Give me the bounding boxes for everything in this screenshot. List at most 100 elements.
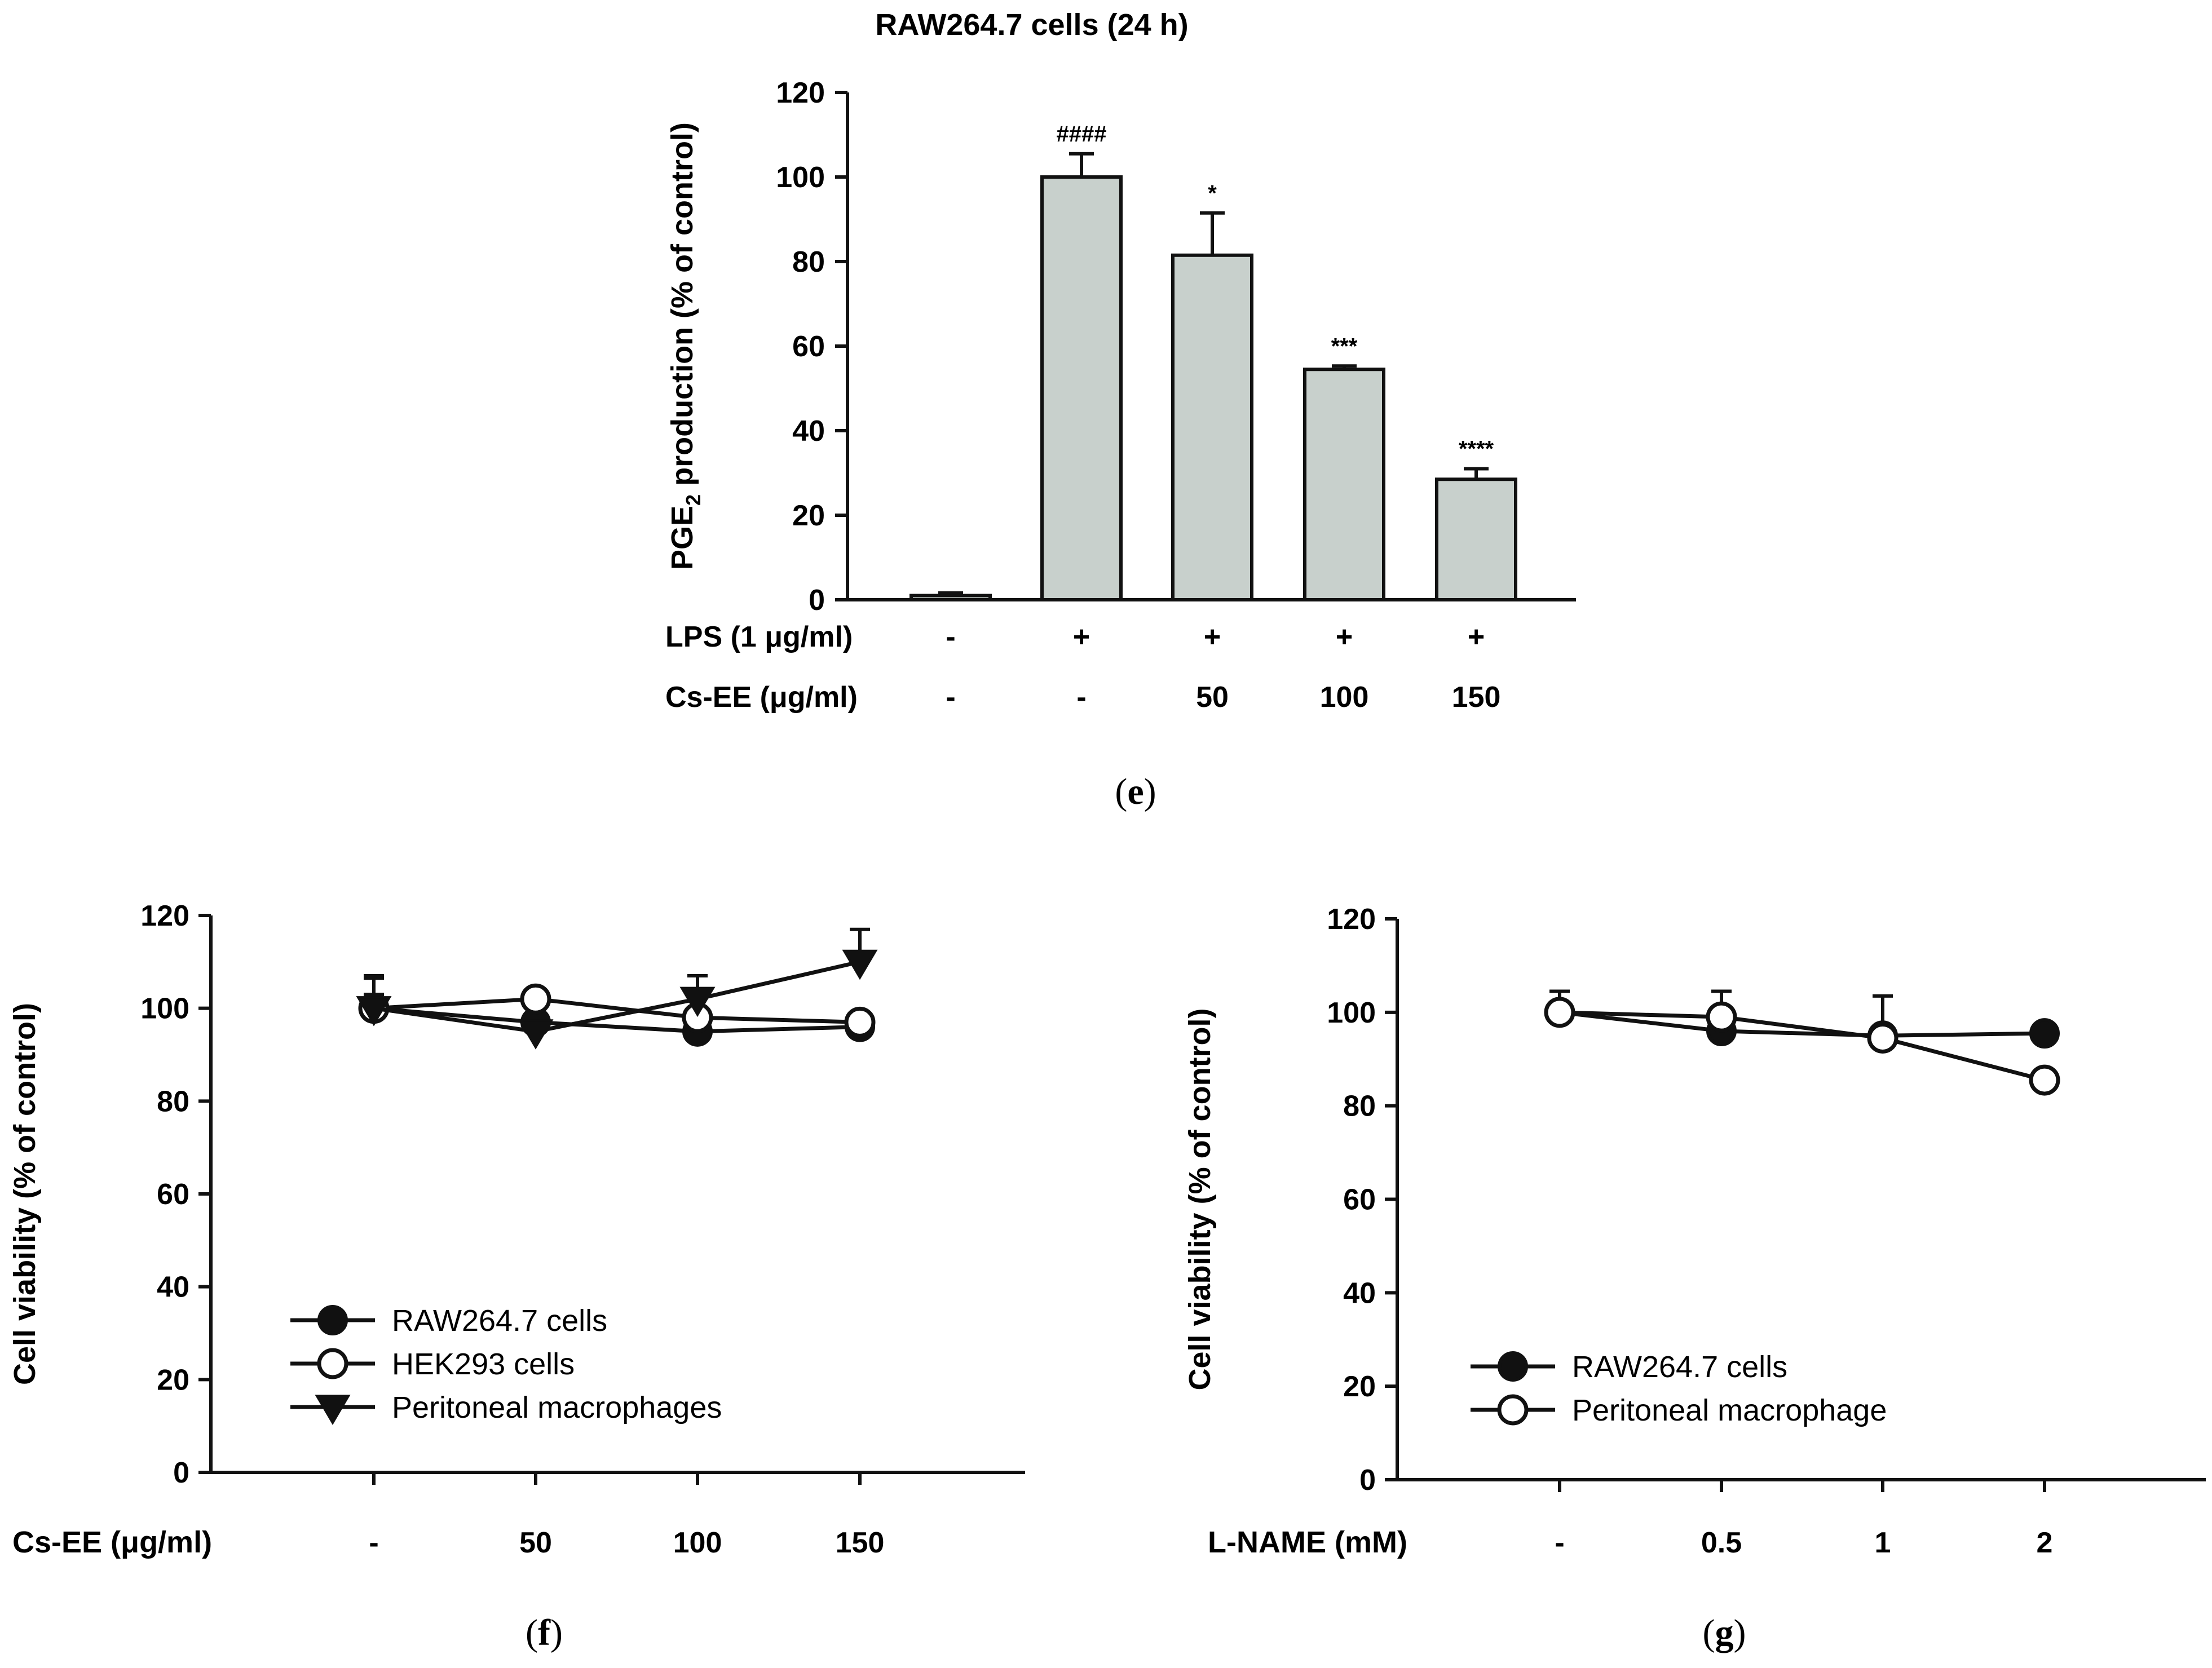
bar [1171,253,1253,601]
panel-label-paren: ) [1144,771,1156,812]
y-tick-label: 100 [1327,997,1376,1029]
x-tick-label: 100 [673,1527,722,1559]
series-0 [1544,997,2060,1051]
y-tick-label: 80 [157,1085,189,1118]
y-tick-label: 60 [1343,1184,1376,1216]
y-tick-label: 40 [157,1271,189,1304]
y-tick-label: 0 [1359,1464,1376,1497]
y-tick-label: 20 [157,1364,189,1396]
data-point [356,996,392,1027]
treatment-value: + [1204,621,1221,653]
panel-label-paren: ) [1734,1612,1746,1653]
y-axis-label: Cell viability (% of control) [8,1003,42,1385]
x-tick-label: - [369,1527,378,1559]
y-tick-label: 60 [157,1178,189,1211]
significance-label: * [1208,181,1217,206]
data-point [2029,1018,2060,1049]
panel-label: (g) [1703,1612,1746,1653]
legend-label: HEK293 cells [392,1347,575,1381]
legend-marker [1498,1351,1528,1382]
legend-marker [317,1348,348,1379]
y-tick-label: 120 [776,77,825,109]
panel-label-paren: ( [1703,1612,1715,1653]
panel-e-bar-chart: RAW264.7 cells (24 h) 0 20 40 60 80 100 120 PGE2… [665,8,1576,812]
y-tick-label: 20 [792,499,825,532]
treatment-value: + [1336,621,1353,653]
significance-label: *** [1331,334,1358,359]
x-tick-label: 150 [836,1527,885,1559]
panel-label-letter: f [538,1612,551,1653]
data-point [1544,997,1575,1028]
x-tick-label: 0.5 [1701,1527,1742,1559]
bar [1040,175,1123,601]
panel-label-paren: ( [526,1612,538,1653]
y-axis-label-rest: production (% of control) [665,122,699,494]
series-line [373,959,860,1034]
y-axis-label: PGE2 production (% of control) [665,122,705,570]
x-tick-label: - [1555,1527,1564,1559]
treatment-value: + [1468,621,1485,653]
x-axis-label: L-NAME (mM) [1208,1525,1407,1559]
data-point [844,1006,876,1038]
treatment-value: - [946,621,955,653]
series-1 [1544,989,2060,1096]
treatment-value: + [1073,621,1090,653]
legend-marker [317,1305,348,1335]
treatment-row-label: Cs-EE (μg/ml) [665,681,858,714]
legend-label: Peritoneal macrophages [392,1391,722,1424]
y-tick-label: 80 [792,246,825,278]
series-line [373,997,860,1024]
panel-label-paren: ) [550,1612,563,1653]
legend-label: RAW264.7 cells [1572,1350,1787,1384]
treatment-row-label: LPS (1 μg/ml) [665,621,853,653]
panel-f-line-chart: 0 20 40 60 80 100 120 - 50 100 150 Cs-EE (μg/ml) Cel… [8,900,1025,1653]
treatment-value: - [946,681,955,714]
y-tick-label: 100 [776,161,825,194]
panel-g-line-chart: 0 20 40 60 80 100 120 - 0.5 1 2 L-NAME (mM) Cell via… [1183,903,2206,1653]
y-tick-label: 120 [1327,903,1376,936]
legend-marker [1497,1394,1529,1426]
series-1 [358,976,876,1038]
y-tick-label: 80 [1343,1090,1376,1123]
data-point [1706,1001,1737,1033]
bar [1435,477,1517,601]
x-axis-label: Cs-EE (μg/ml) [12,1525,212,1559]
y-axis-label-main: PGE [665,506,699,570]
y-tick-label: 0 [173,1457,189,1489]
y-tick-label: 100 [140,993,189,1025]
chart-title: RAW264.7 cells (24 h) [875,8,1188,42]
data-point [842,949,878,980]
y-axis-label: Cell viability (% of control) [1183,1008,1217,1390]
legend-marker [315,1395,351,1425]
y-tick-label: 120 [140,900,189,932]
treatment-value: 150 [1452,681,1501,714]
panel-label-letter: e [1127,771,1143,812]
y-tick-label: 40 [792,415,825,448]
significance-label: #### [1057,122,1107,147]
bar [909,594,992,601]
data-point [518,1019,554,1050]
bar [1303,368,1385,601]
series-line [1559,1010,2045,1082]
significance-label: **** [1459,437,1494,462]
panel-label: (e) [1115,771,1156,812]
x-tick-label: 1 [1875,1527,1891,1559]
data-point [520,983,551,1015]
data-point [2029,1064,2060,1096]
legend-label: Peritoneal macrophage [1572,1393,1887,1427]
series-line [373,1006,860,1034]
y-tick-label: 60 [792,330,825,363]
data-point [679,986,716,1017]
data-point [1867,1022,1898,1054]
x-tick-label: 50 [519,1527,552,1559]
panel-label-paren: ( [1115,771,1127,812]
panel-label-letter: g [1715,1612,1734,1653]
treatment-value: - [1076,681,1086,714]
treatment-value: 50 [1196,681,1229,714]
treatment-value: 100 [1320,681,1369,714]
panel-label: (f) [526,1612,563,1653]
legend-label: RAW264.7 cells [392,1304,607,1338]
y-tick-label: 40 [1343,1277,1376,1309]
x-tick-label: 2 [2037,1527,2053,1559]
y-tick-label: 0 [809,584,825,617]
